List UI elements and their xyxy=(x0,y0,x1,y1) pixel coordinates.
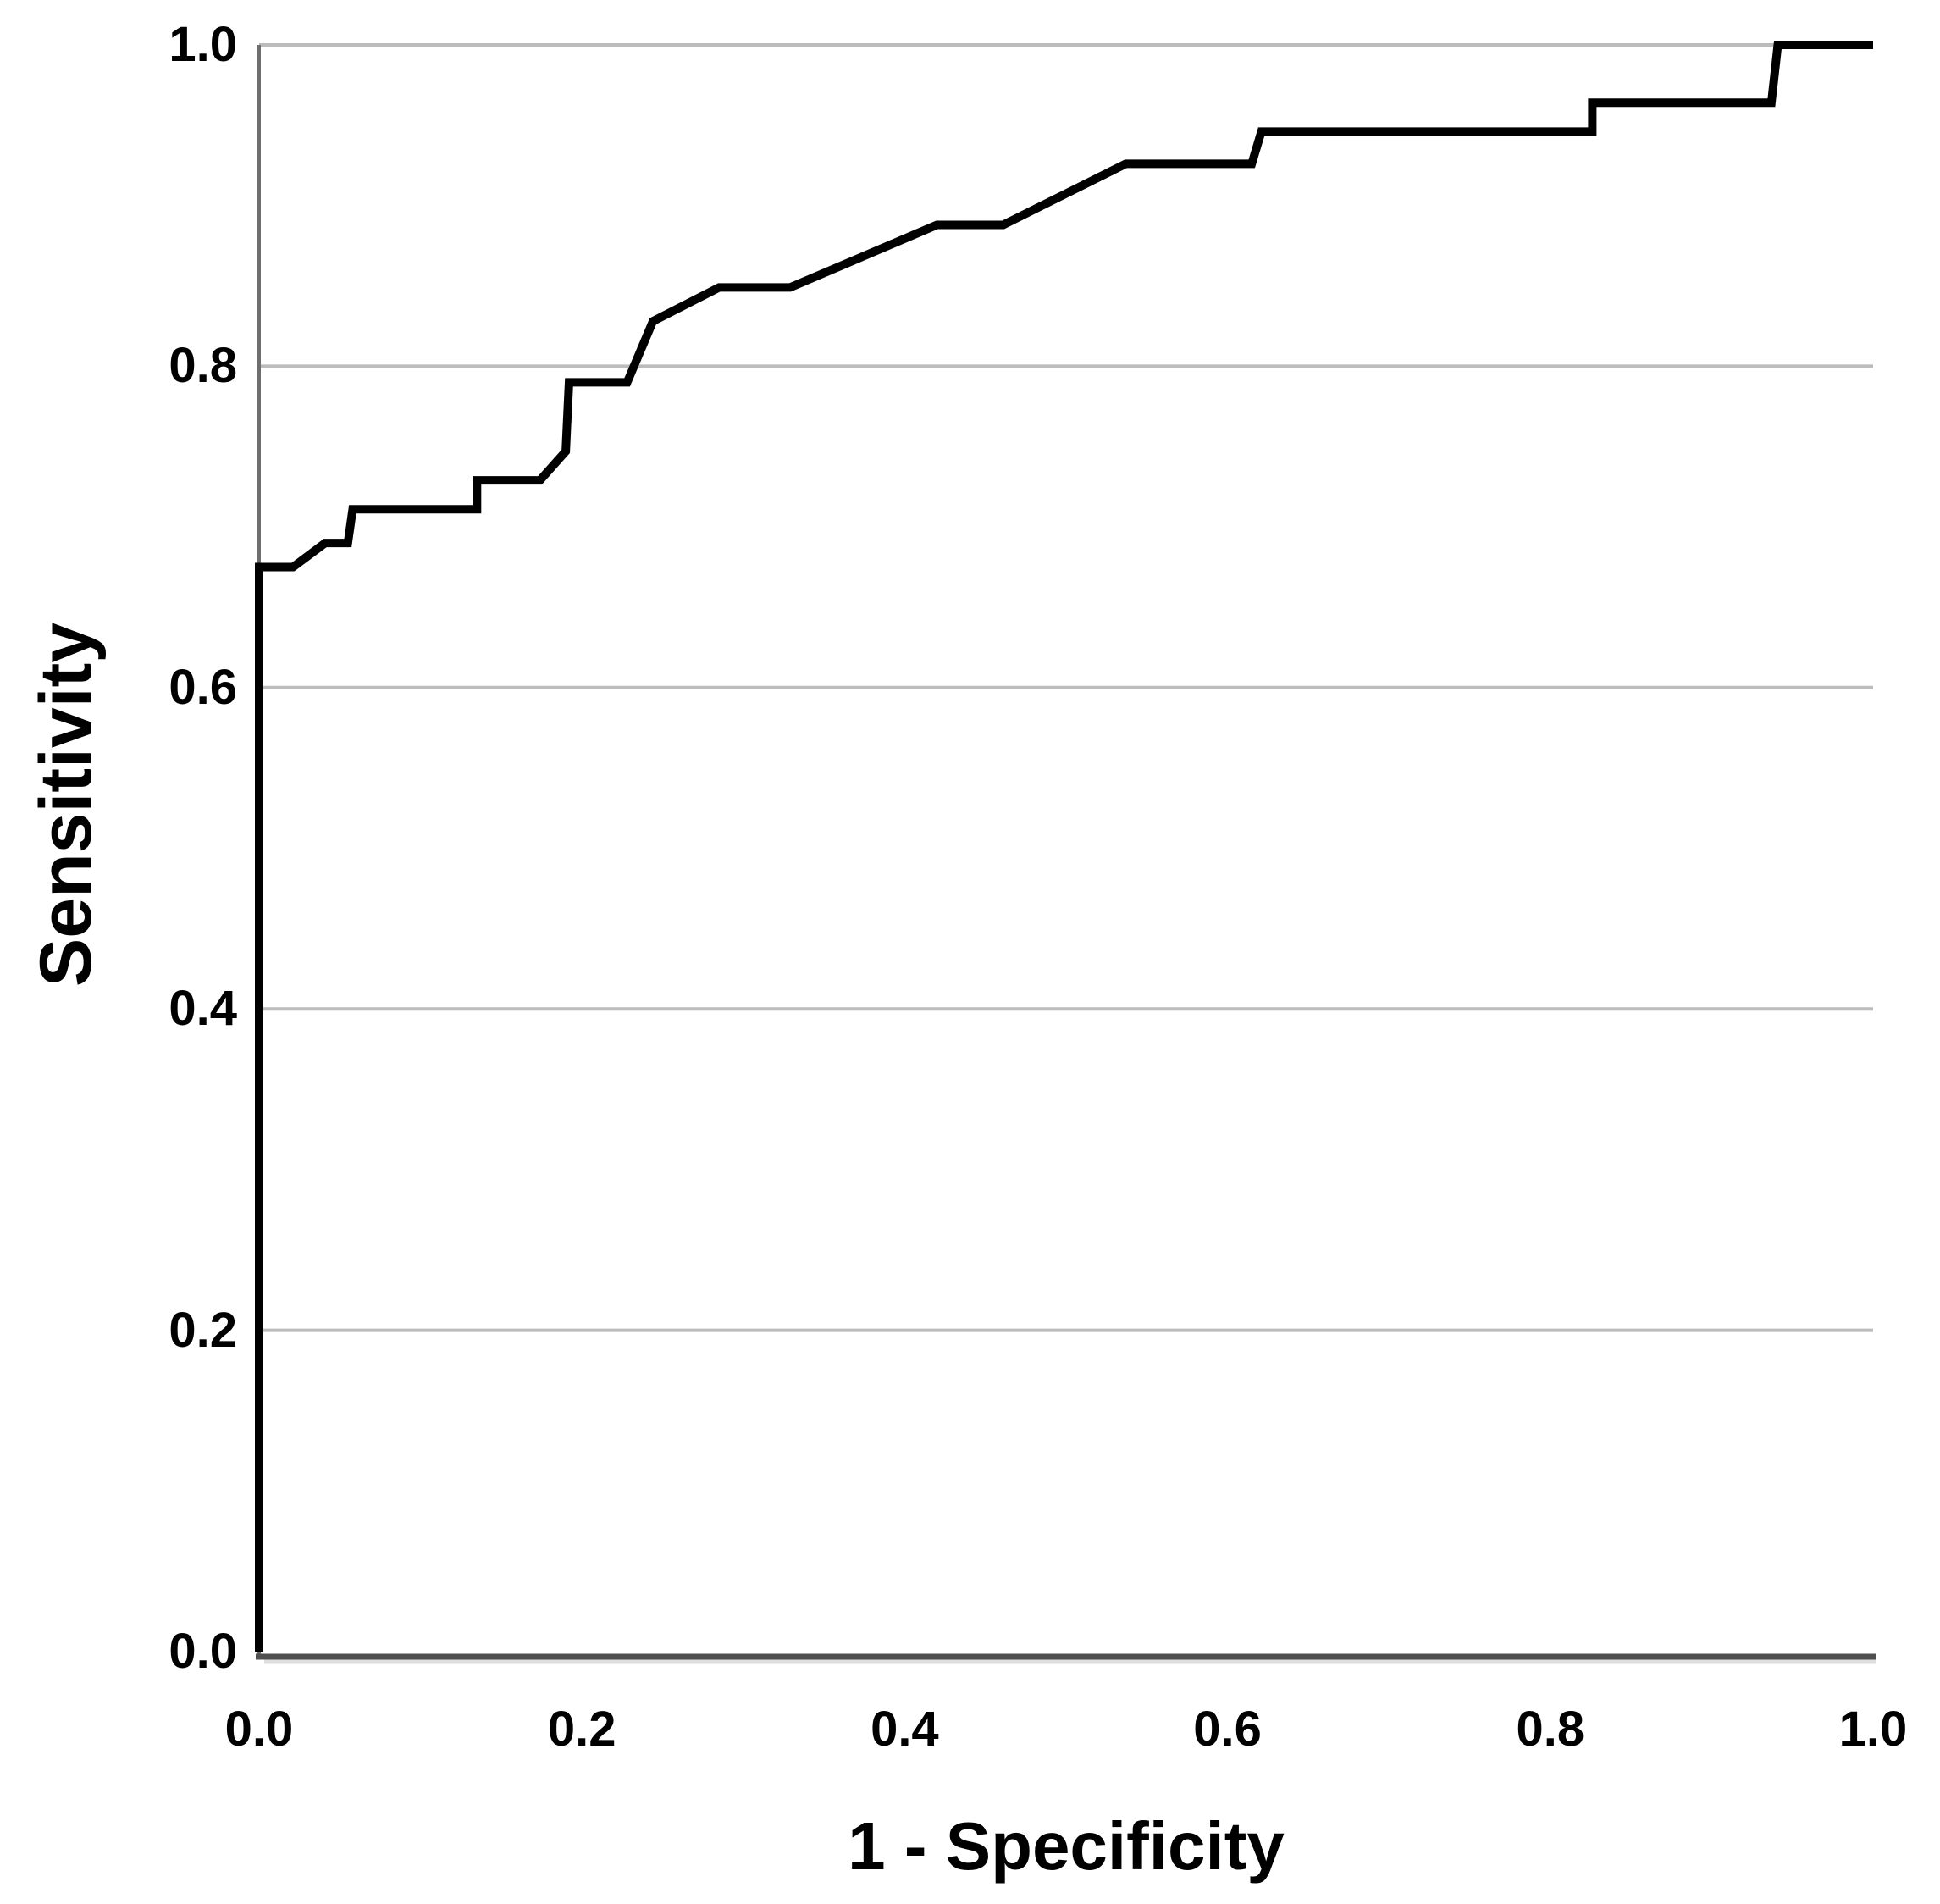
y-tick-label-0.6: 0.6 xyxy=(169,659,237,715)
x-tick-label-1.0: 1.0 xyxy=(1838,1702,1908,1757)
x-tick-label-0.6: 0.6 xyxy=(1193,1702,1262,1757)
x-tick-label-0.8: 0.8 xyxy=(1516,1702,1585,1757)
y-tick-label-0.4: 0.4 xyxy=(169,981,237,1037)
x-tick-label-0.2: 0.2 xyxy=(547,1702,616,1757)
x-axis-title: 1 - Specificity xyxy=(848,1808,1285,1884)
y-axis-title: Sensitivity xyxy=(25,622,107,988)
x-tick-label-0.0: 0.0 xyxy=(224,1702,294,1757)
y-tick-label-0.0: 0.0 xyxy=(169,1624,237,1679)
y-tick-label-1.0: 1.0 xyxy=(169,17,237,72)
roc-curve-line xyxy=(255,41,1873,1652)
y-tick-label-0.8: 0.8 xyxy=(169,338,237,394)
y-tick-label-0.2: 0.2 xyxy=(169,1302,237,1358)
x-tick-label-0.4: 0.4 xyxy=(871,1702,939,1757)
